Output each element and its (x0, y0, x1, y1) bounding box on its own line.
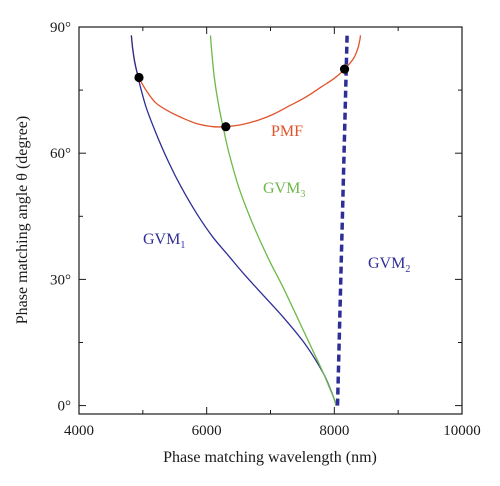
plot-frame (78, 26, 463, 415)
intersection-point-1 (134, 72, 144, 83)
curve-labels: PMF GVM1 GVM3 GVM2 (143, 123, 410, 275)
x-tick-label: 4000 (64, 423, 94, 439)
series-gvm3-line (209, 35, 337, 406)
label-gvm1: GVM1 (143, 231, 185, 251)
y-axis-label: Phase matching angle θ (degree) (14, 116, 31, 324)
series-pmf-line (130, 35, 362, 128)
label-gvm2: GVM2 (368, 255, 410, 275)
series-gvm1-line (130, 35, 337, 406)
x-tick-label: 10000 (443, 423, 481, 439)
x-tick-label: 8000 (319, 423, 349, 439)
y-tick-label: 60° (50, 146, 71, 162)
series-layer (130, 35, 362, 406)
x-tick-label: 6000 (192, 423, 222, 439)
y-tick-label: 0° (58, 399, 72, 415)
axis-ticks: 4000 6000 8000 10000 0° 30° 60° 90° (50, 20, 481, 439)
intersection-point-2 (221, 122, 231, 132)
intersection-point-3 (339, 64, 350, 74)
y-tick-label: 90° (50, 20, 71, 36)
y-tick-label: 30° (50, 272, 71, 288)
label-pmf: PMF (271, 123, 303, 140)
points-layer (134, 64, 350, 132)
series-gvm2-line (335, 35, 349, 406)
label-gvm3: GVM3 (263, 180, 305, 200)
x-axis-label: Phase matching wavelength (nm) (163, 449, 377, 466)
